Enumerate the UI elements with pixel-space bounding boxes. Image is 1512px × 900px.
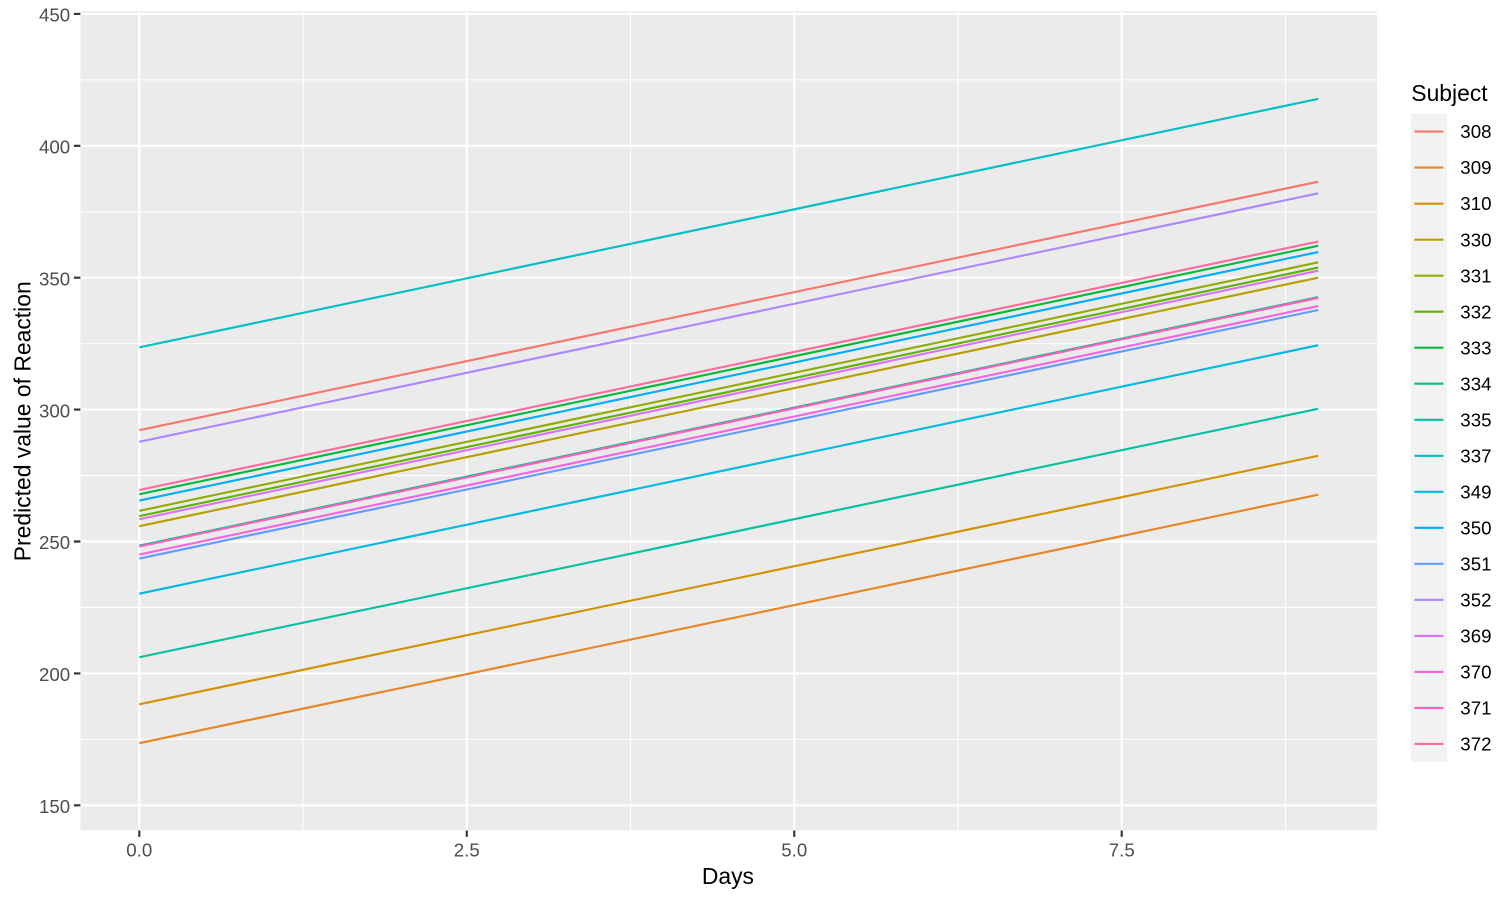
svg-text:5.0: 5.0 <box>781 839 807 860</box>
svg-text:350: 350 <box>1460 517 1491 538</box>
svg-text:333: 333 <box>1460 337 1491 358</box>
svg-text:334: 334 <box>1460 373 1491 394</box>
svg-text:250: 250 <box>39 532 70 553</box>
svg-text:400: 400 <box>39 137 70 158</box>
svg-text:Predicted value of Reaction: Predicted value of Reaction <box>10 281 36 561</box>
svg-text:351: 351 <box>1460 553 1491 574</box>
svg-text:310: 310 <box>1460 193 1491 214</box>
svg-text:335: 335 <box>1460 409 1491 430</box>
svg-text:Subject: Subject <box>1411 80 1488 106</box>
svg-text:370: 370 <box>1460 662 1491 683</box>
svg-text:372: 372 <box>1460 734 1491 755</box>
svg-text:200: 200 <box>39 664 70 685</box>
svg-text:349: 349 <box>1460 481 1491 502</box>
svg-text:0.0: 0.0 <box>126 839 152 860</box>
svg-text:371: 371 <box>1460 698 1491 719</box>
svg-text:Days: Days <box>702 863 754 889</box>
svg-text:330: 330 <box>1460 229 1491 250</box>
svg-text:2.5: 2.5 <box>454 839 480 860</box>
svg-text:352: 352 <box>1460 589 1491 610</box>
svg-text:450: 450 <box>39 5 70 26</box>
svg-text:332: 332 <box>1460 301 1491 322</box>
svg-text:300: 300 <box>39 400 70 421</box>
svg-text:369: 369 <box>1460 625 1491 646</box>
svg-text:337: 337 <box>1460 445 1491 466</box>
svg-text:309: 309 <box>1460 157 1491 178</box>
svg-text:308: 308 <box>1460 121 1491 142</box>
svg-text:350: 350 <box>39 268 70 289</box>
svg-text:150: 150 <box>39 796 70 817</box>
svg-text:7.5: 7.5 <box>1109 839 1135 860</box>
svg-text:331: 331 <box>1460 265 1491 286</box>
